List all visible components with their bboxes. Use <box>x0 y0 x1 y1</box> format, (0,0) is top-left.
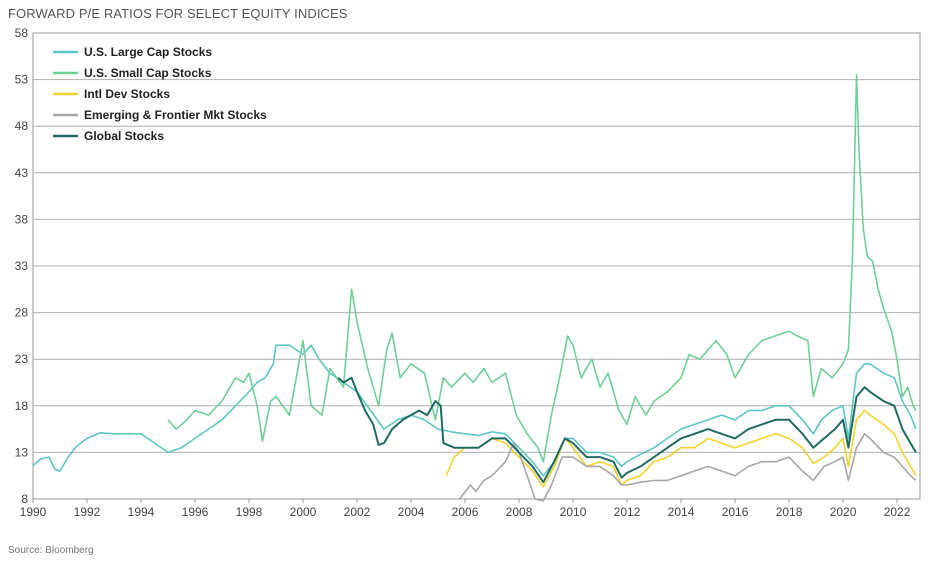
x-tick-label: 2018 <box>776 505 803 519</box>
y-tick-label: 53 <box>15 73 29 87</box>
x-tick-label: 2016 <box>722 505 749 519</box>
legend-label: Global Stocks <box>84 129 164 143</box>
x-tick-label: 1998 <box>236 505 263 519</box>
y-tick-label: 8 <box>21 492 28 506</box>
x-tick-label: 1994 <box>128 505 155 519</box>
x-tick-label: 2008 <box>506 505 533 519</box>
x-tick-label: 2004 <box>398 505 425 519</box>
x-tick-label: 1990 <box>20 505 47 519</box>
x-tick-label: 2006 <box>452 505 479 519</box>
y-tick-label: 33 <box>15 259 29 273</box>
y-tick-label: 38 <box>15 212 29 226</box>
series-lines <box>32 74 917 502</box>
x-tick-label: 2002 <box>344 505 371 519</box>
x-tick-label: 2022 <box>884 505 911 519</box>
series-line-u-s-large-cap-stocks <box>32 344 917 477</box>
x-tick-label: 2000 <box>290 505 317 519</box>
y-tick-label: 28 <box>15 306 29 320</box>
x-tick-label: 1992 <box>74 505 101 519</box>
x-tick-label: 2014 <box>668 505 695 519</box>
y-tick-label: 43 <box>15 166 29 180</box>
x-tick-label: 2012 <box>614 505 641 519</box>
y-tick-label: 23 <box>15 352 29 366</box>
x-tick-label: 2020 <box>830 505 857 519</box>
y-axis-ticks: 8 13 18 23 28 33 38 43 48 53 58 <box>15 26 29 506</box>
series-line-emerging-frontier-mkt-stocks <box>458 433 917 502</box>
y-tick-label: 48 <box>15 119 29 133</box>
chart-title: FORWARD P/E RATIOS FOR SELECT EQUITY IND… <box>8 6 348 21</box>
legend-label: U.S. Large Cap Stocks <box>84 45 212 59</box>
x-tick-label: 1996 <box>182 505 209 519</box>
source-note: Source: Bloomberg <box>8 545 94 556</box>
legend-label: U.S. Small Cap Stocks <box>84 66 212 80</box>
series-line-u-s-small-cap-stocks <box>167 74 917 463</box>
y-tick-label: 18 <box>15 399 29 413</box>
x-axis-ticks: 1990 1992 1994 1996 1998 2000 2002 2004 2006 2008… <box>20 499 911 519</box>
series-line-intl-dev-stocks <box>445 409 917 488</box>
series-line-global-stocks <box>337 376 917 484</box>
gridlines <box>33 79 920 453</box>
legend-label: Emerging & Frontier Mkt Stocks <box>84 108 267 122</box>
x-tick-label: 2010 <box>560 505 587 519</box>
legend: U.S. Large Cap Stocks U.S. Small Cap Stoc… <box>53 45 267 143</box>
legend-label: Intl Dev Stocks <box>84 87 170 101</box>
y-tick-label: 58 <box>15 26 29 40</box>
y-tick-label: 13 <box>15 445 29 459</box>
